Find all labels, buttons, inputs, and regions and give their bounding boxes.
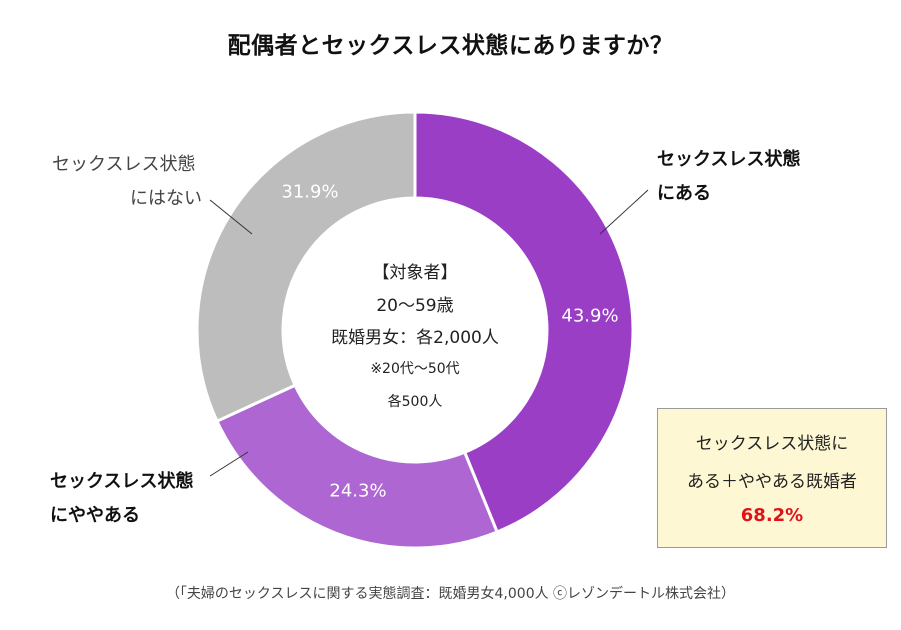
center-text-age-range: 20～59歳 (376, 296, 454, 316)
leader-line-aru (599, 189, 649, 235)
category-label-nai-line1: セックスレス状態 (52, 154, 196, 175)
center-text-per-group: 各500人 (387, 394, 443, 410)
category-label-aru: セックスレス状態 にある (657, 143, 800, 211)
chart-title: 配偶者とセックスレス状態にありますか？ (227, 33, 674, 59)
callout-line2: ある＋ややある既婚者 (687, 472, 857, 492)
category-label-aru-line2: にある (657, 183, 711, 204)
slice-yaya-aru (214, 383, 500, 550)
data-label-nai: 31.9% (281, 181, 339, 203)
center-text-target-heading: 【対象者】 (372, 263, 458, 283)
source-note: （「夫婦のセックスレスに関する実態調査：既婚男女4,000人 ⓒレゾンデートル株… (165, 586, 736, 602)
leader-line-yaya-aru (209, 451, 249, 477)
data-label-yaya-aru: 24.3% (329, 480, 387, 502)
category-label-yaya-aru-line1: セックスレス状態 (50, 471, 194, 492)
callout-value: 68.2% (740, 505, 804, 526)
leader-line-nai (209, 199, 253, 235)
category-label-nai: セックスレス状態 にはない (52, 148, 202, 216)
category-label-aru-line1: セックスレス状態 (657, 149, 801, 170)
category-label-nai-line2: にはない (130, 188, 202, 209)
category-label-yaya-aru: セックスレス状態 にややある (50, 465, 193, 533)
slice-nai (195, 110, 417, 424)
data-label-aru: 43.9% (561, 305, 619, 327)
center-text-age-groups: ※20代～50代 (370, 361, 460, 377)
category-label-yaya-aru-line2: にややある (50, 505, 140, 526)
center-text-sample-size: 既婚男女：各2,000人 (331, 328, 499, 348)
callout-line1: セックスレス状態に (695, 434, 849, 454)
total-callout-box: セックスレス状態に ある＋ややある既婚者 68.2% (657, 408, 887, 548)
slice-aru (413, 110, 635, 534)
